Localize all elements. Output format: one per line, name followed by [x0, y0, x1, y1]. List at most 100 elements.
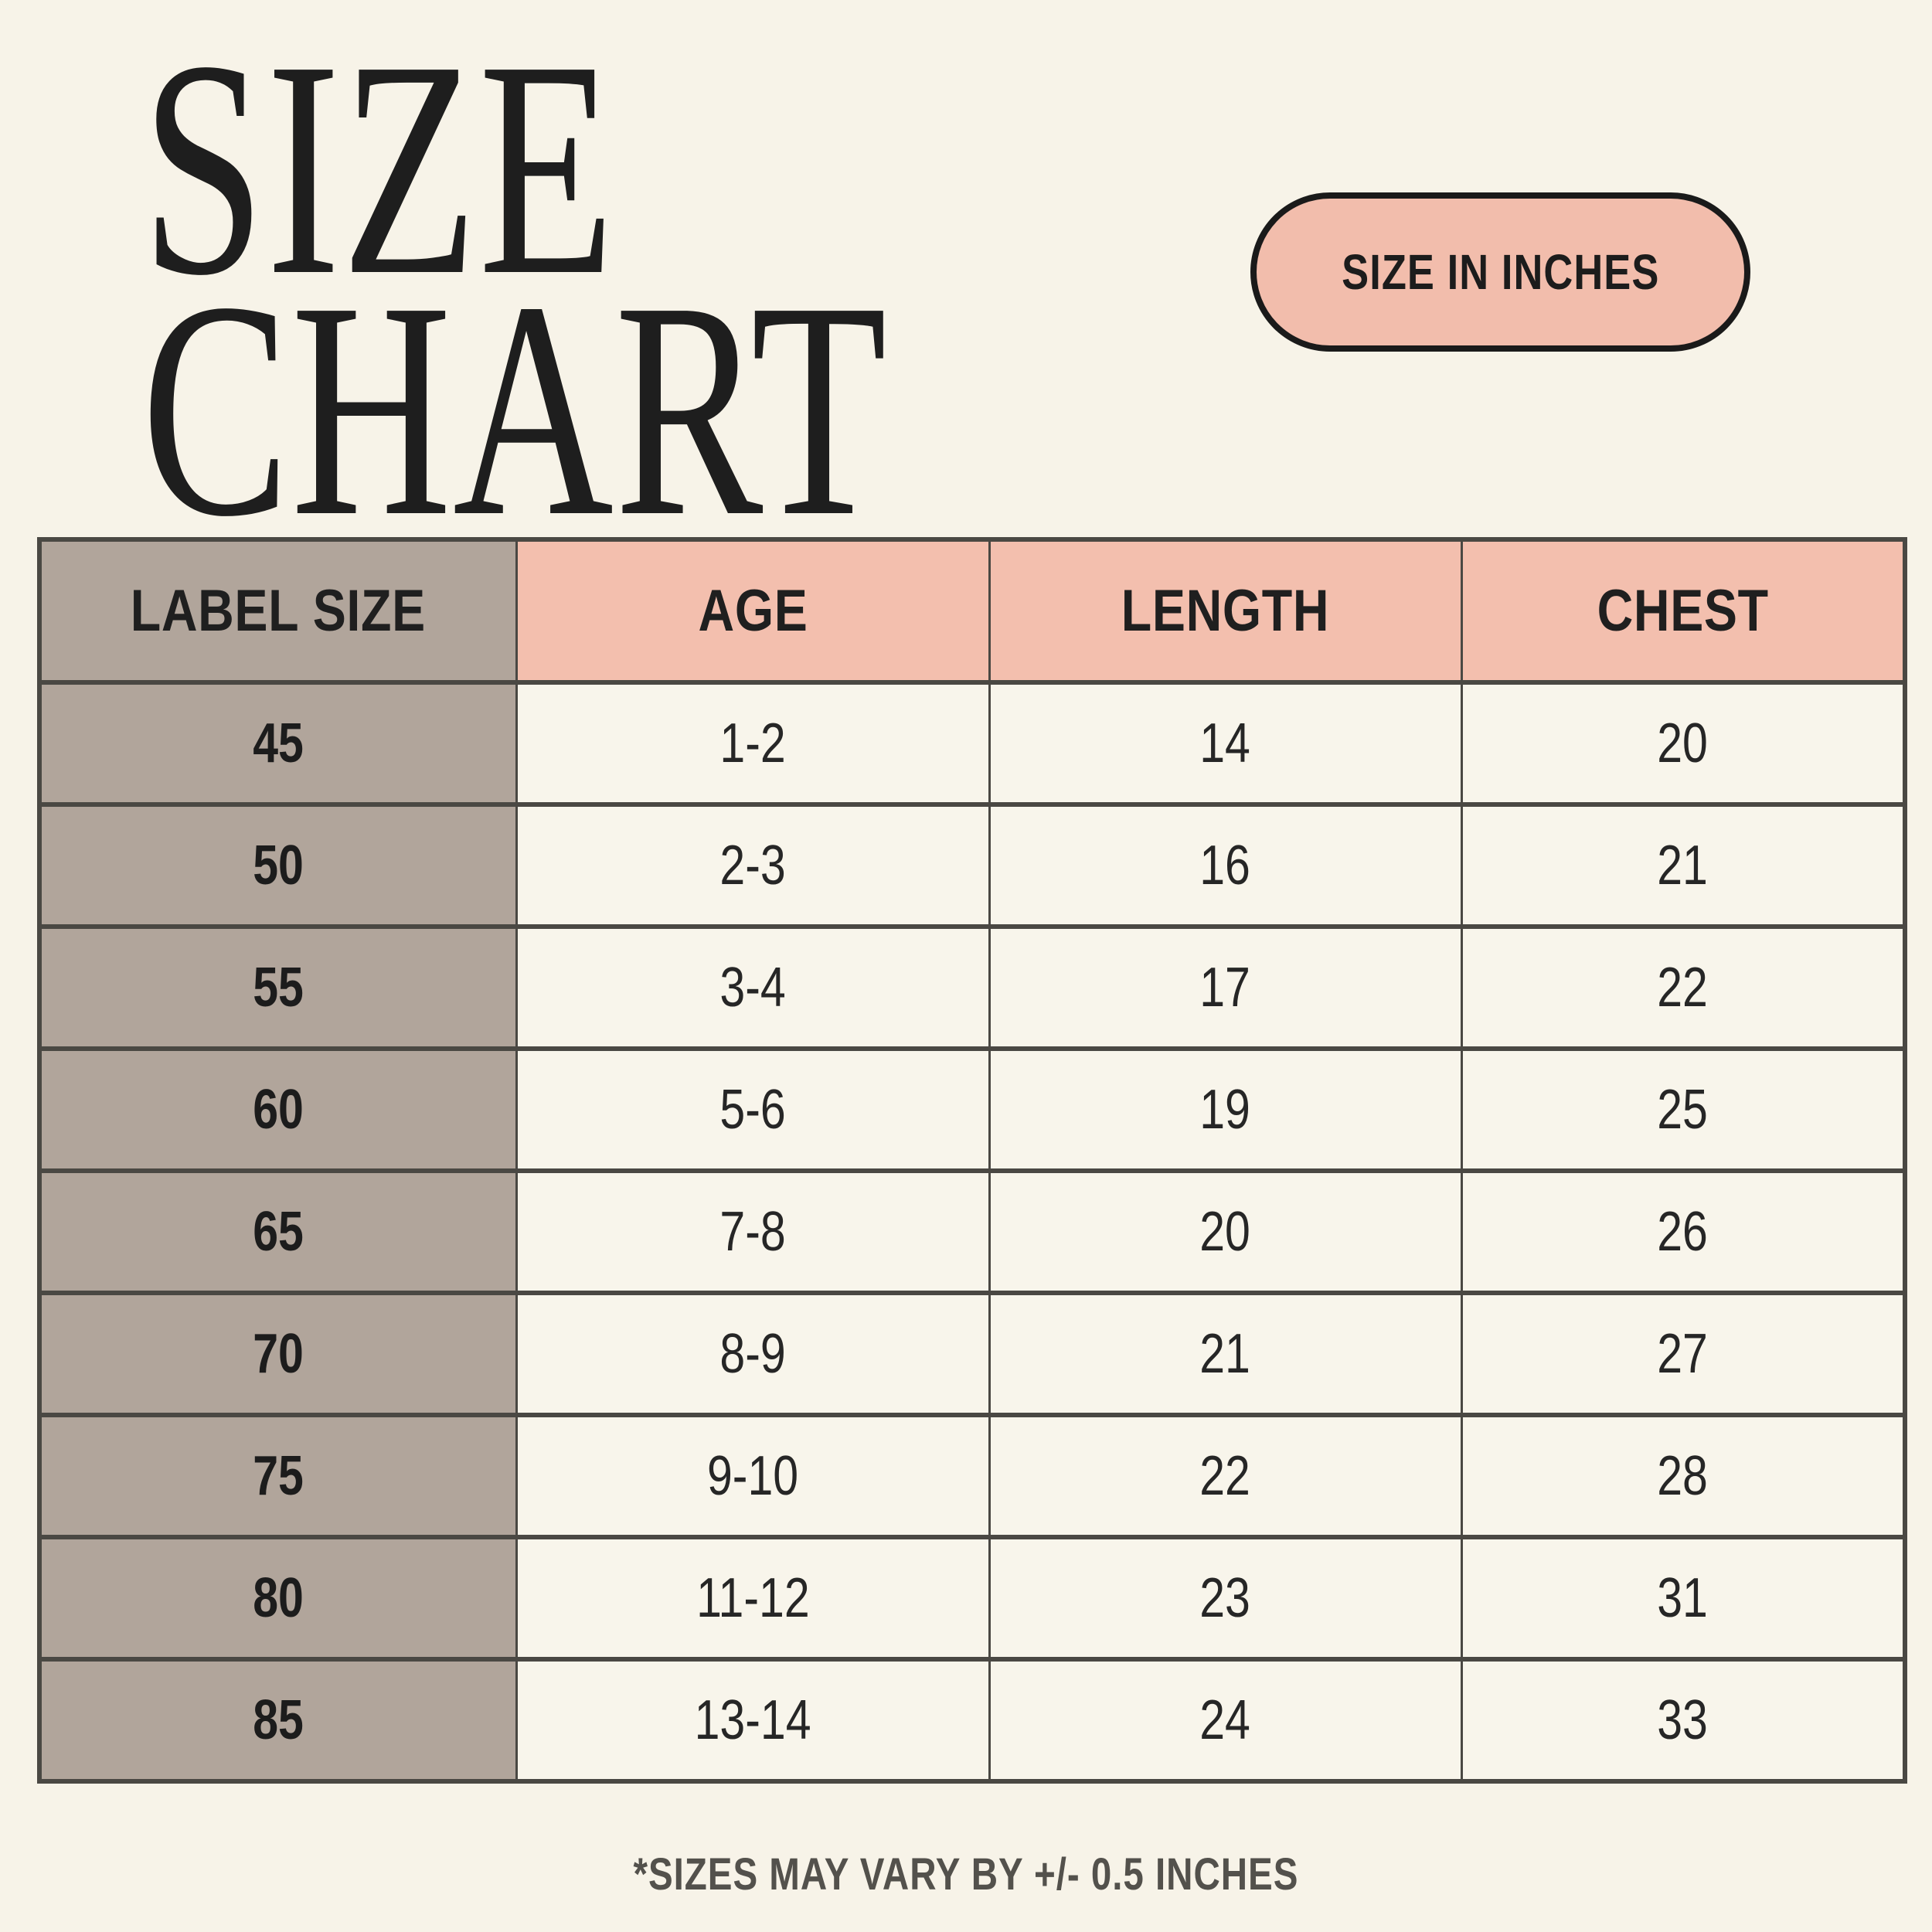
- cell-text: 3-4: [719, 957, 786, 1019]
- cell-chest: 33: [1460, 1657, 1906, 1784]
- footnote: *SIZES MAY VARY BY +/- 0.5 INCHES: [0, 1849, 1932, 1900]
- header-row: LABEL SIZE AGE LENGTH CHEST: [38, 537, 1906, 685]
- cell-age: 5-6: [515, 1046, 991, 1173]
- cell-label-size: 70: [38, 1291, 518, 1417]
- cell-text: 75: [253, 1445, 304, 1507]
- cell-age: 9-10: [515, 1413, 991, 1539]
- unit-badge-label: SIZE IN INCHES: [1341, 244, 1660, 300]
- cell-text: 17: [1199, 957, 1251, 1019]
- cell-text: 7-8: [719, 1201, 786, 1263]
- cell-age: 7-8: [515, 1168, 991, 1295]
- page-title: SIZE CHART: [141, 0, 888, 580]
- cell-text: 9-10: [706, 1445, 799, 1507]
- cell-length: 22: [988, 1413, 1463, 1539]
- cell-text: 31: [1657, 1567, 1709, 1629]
- cell-text: 1-2: [719, 713, 786, 774]
- table-row: 70 8-9 21 27: [38, 1291, 1906, 1417]
- cell-label-size: 60: [38, 1046, 518, 1173]
- cell-age: 2-3: [515, 802, 991, 929]
- table-row: 80 11-12 23 31: [38, 1535, 1906, 1662]
- cell-chest: 25: [1460, 1046, 1906, 1173]
- cell-chest: 20: [1460, 680, 1906, 807]
- cell-length: 17: [988, 924, 1463, 1051]
- size-table-header: LABEL SIZE AGE LENGTH CHEST: [38, 537, 1906, 685]
- cell-text: 45: [253, 713, 304, 774]
- cell-text: 33: [1657, 1689, 1709, 1751]
- table-row: 75 9-10 22 28: [38, 1413, 1906, 1539]
- cell-text: 25: [1657, 1079, 1709, 1141]
- footnote-text: *SIZES MAY VARY BY +/- 0.5 INCHES: [633, 1849, 1299, 1900]
- size-table: LABEL SIZE AGE LENGTH CHEST 45 1-2 14 20…: [37, 537, 1907, 1784]
- cell-length: 19: [988, 1046, 1463, 1173]
- cell-chest: 21: [1460, 802, 1906, 929]
- cell-text: 21: [1199, 1323, 1251, 1385]
- table-row: 45 1-2 14 20: [38, 680, 1906, 807]
- cell-text: 28: [1657, 1445, 1709, 1507]
- header-label-size: LABEL SIZE: [38, 537, 518, 685]
- unit-badge: SIZE IN INCHES: [1250, 192, 1750, 352]
- header-length: LENGTH: [988, 537, 1463, 685]
- cell-text: 2-3: [719, 835, 786, 896]
- cell-text: 80: [253, 1567, 304, 1629]
- table-row: 55 3-4 17 22: [38, 924, 1906, 1051]
- cell-chest: 22: [1460, 924, 1906, 1051]
- cell-text: 11-12: [696, 1567, 810, 1629]
- cell-length: 20: [988, 1168, 1463, 1295]
- cell-label-size: 50: [38, 802, 518, 929]
- page-title-line2: CHART: [141, 238, 888, 580]
- cell-text: 22: [1199, 1445, 1251, 1507]
- cell-length: 24: [988, 1657, 1463, 1784]
- cell-length: 23: [988, 1535, 1463, 1662]
- cell-text: 5-6: [719, 1079, 786, 1141]
- cell-text: 21: [1657, 835, 1709, 896]
- cell-chest: 27: [1460, 1291, 1906, 1417]
- header-length-text: LENGTH: [1121, 578, 1330, 644]
- cell-text: 20: [1657, 713, 1709, 774]
- cell-age: 13-14: [515, 1657, 991, 1784]
- cell-label-size: 45: [38, 680, 518, 807]
- cell-length: 14: [988, 680, 1463, 807]
- cell-text: 16: [1199, 835, 1251, 896]
- cell-text: 13-14: [694, 1689, 811, 1751]
- table-row: 65 7-8 20 26: [38, 1168, 1906, 1295]
- page-title-line1: SIZE: [141, 0, 616, 339]
- header-chest-text: CHEST: [1597, 578, 1769, 644]
- header-label-size-text: LABEL SIZE: [131, 578, 427, 644]
- cell-text: 85: [253, 1689, 304, 1751]
- cell-text: 26: [1657, 1201, 1709, 1263]
- cell-text: 60: [253, 1079, 304, 1141]
- cell-text: 65: [253, 1201, 304, 1263]
- table-row: 85 13-14 24 33: [38, 1657, 1906, 1784]
- cell-label-size: 80: [38, 1535, 518, 1662]
- cell-label-size: 85: [38, 1657, 518, 1784]
- cell-chest: 28: [1460, 1413, 1906, 1539]
- cell-age: 1-2: [515, 680, 991, 807]
- cell-text: 14: [1199, 713, 1251, 774]
- header-chest: CHEST: [1460, 537, 1906, 685]
- header-age-text: AGE: [698, 578, 808, 644]
- cell-text: 24: [1199, 1689, 1251, 1751]
- cell-text: 27: [1657, 1323, 1709, 1385]
- size-table-body: 45 1-2 14 20 50 2-3 16 21 55 3-4 17 22 6…: [38, 680, 1906, 1784]
- cell-age: 3-4: [515, 924, 991, 1051]
- cell-length: 16: [988, 802, 1463, 929]
- table-row: 60 5-6 19 25: [38, 1046, 1906, 1173]
- cell-text: 70: [253, 1323, 304, 1385]
- header-age: AGE: [515, 537, 991, 685]
- cell-text: 50: [253, 835, 304, 896]
- cell-text: 22: [1657, 957, 1709, 1019]
- cell-text: 8-9: [719, 1323, 786, 1385]
- cell-age: 11-12: [515, 1535, 991, 1662]
- cell-label-size: 75: [38, 1413, 518, 1539]
- cell-chest: 26: [1460, 1168, 1906, 1295]
- cell-age: 8-9: [515, 1291, 991, 1417]
- cell-length: 21: [988, 1291, 1463, 1417]
- cell-text: 19: [1199, 1079, 1251, 1141]
- cell-label-size: 65: [38, 1168, 518, 1295]
- cell-text: 23: [1199, 1567, 1251, 1629]
- cell-label-size: 55: [38, 924, 518, 1051]
- cell-text: 55: [253, 957, 304, 1019]
- cell-text: 20: [1199, 1201, 1251, 1263]
- cell-chest: 31: [1460, 1535, 1906, 1662]
- table-row: 50 2-3 16 21: [38, 802, 1906, 929]
